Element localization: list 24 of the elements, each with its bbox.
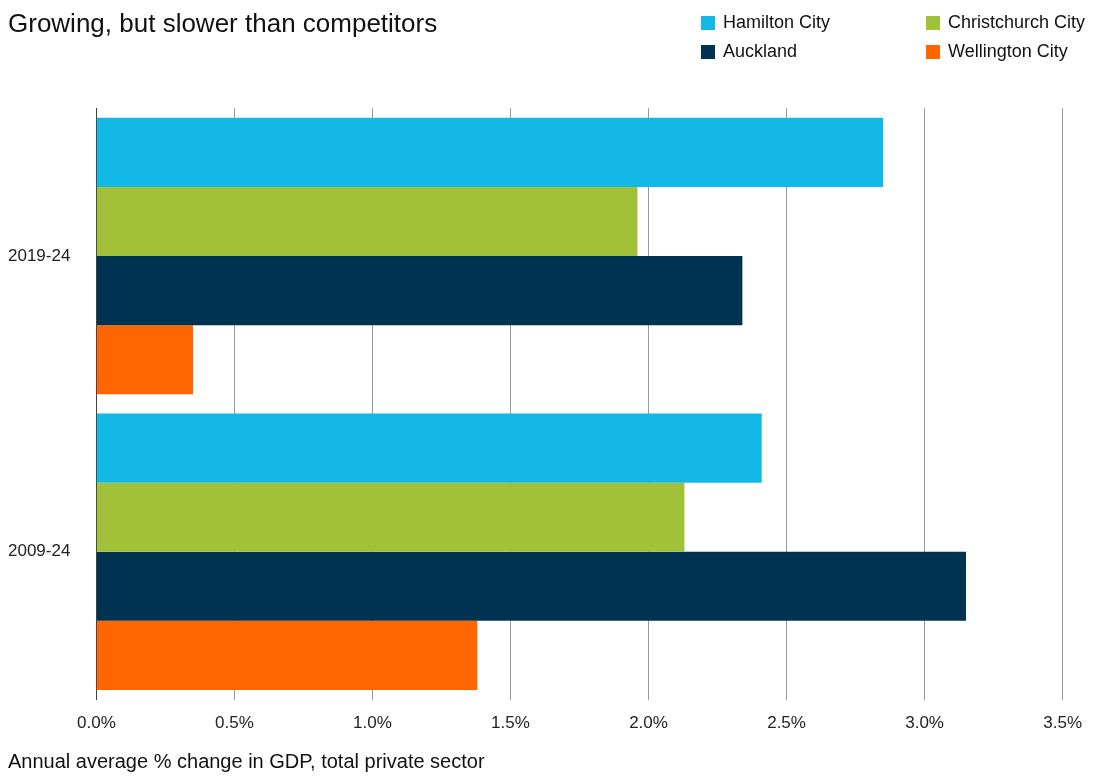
legend-label: Christchurch City xyxy=(948,12,1086,33)
x-tick-label: 0.5% xyxy=(215,713,254,733)
x-tick-label: 2.0% xyxy=(629,713,668,733)
bar xyxy=(96,117,884,187)
bar xyxy=(96,551,966,621)
x-tick-label: 2.5% xyxy=(767,713,806,733)
legend-label: Auckland xyxy=(723,41,798,62)
y-tick-label: 2009-24 xyxy=(8,541,71,561)
bar xyxy=(96,325,194,395)
bar xyxy=(96,620,478,690)
bar xyxy=(96,413,762,483)
y-tick-label: 2019-24 xyxy=(8,245,71,265)
bar xyxy=(96,186,638,257)
x-tick-label: 1.0% xyxy=(353,713,392,733)
x-tick-label: 3.0% xyxy=(905,713,944,733)
x-tick-label: 1.5% xyxy=(491,713,530,733)
x-tick-label: 3.5% xyxy=(1043,713,1082,733)
bar xyxy=(96,482,685,552)
x-axis-title: Annual average % change in GDP, total private sector xyxy=(8,750,486,773)
x-tick-label: 0.0% xyxy=(77,713,116,733)
chart-title: Growing, but slower than competitors xyxy=(8,8,438,38)
legend-label: Wellington City xyxy=(948,41,1068,62)
bar xyxy=(96,256,743,326)
legend-label: Hamilton City xyxy=(723,12,831,33)
